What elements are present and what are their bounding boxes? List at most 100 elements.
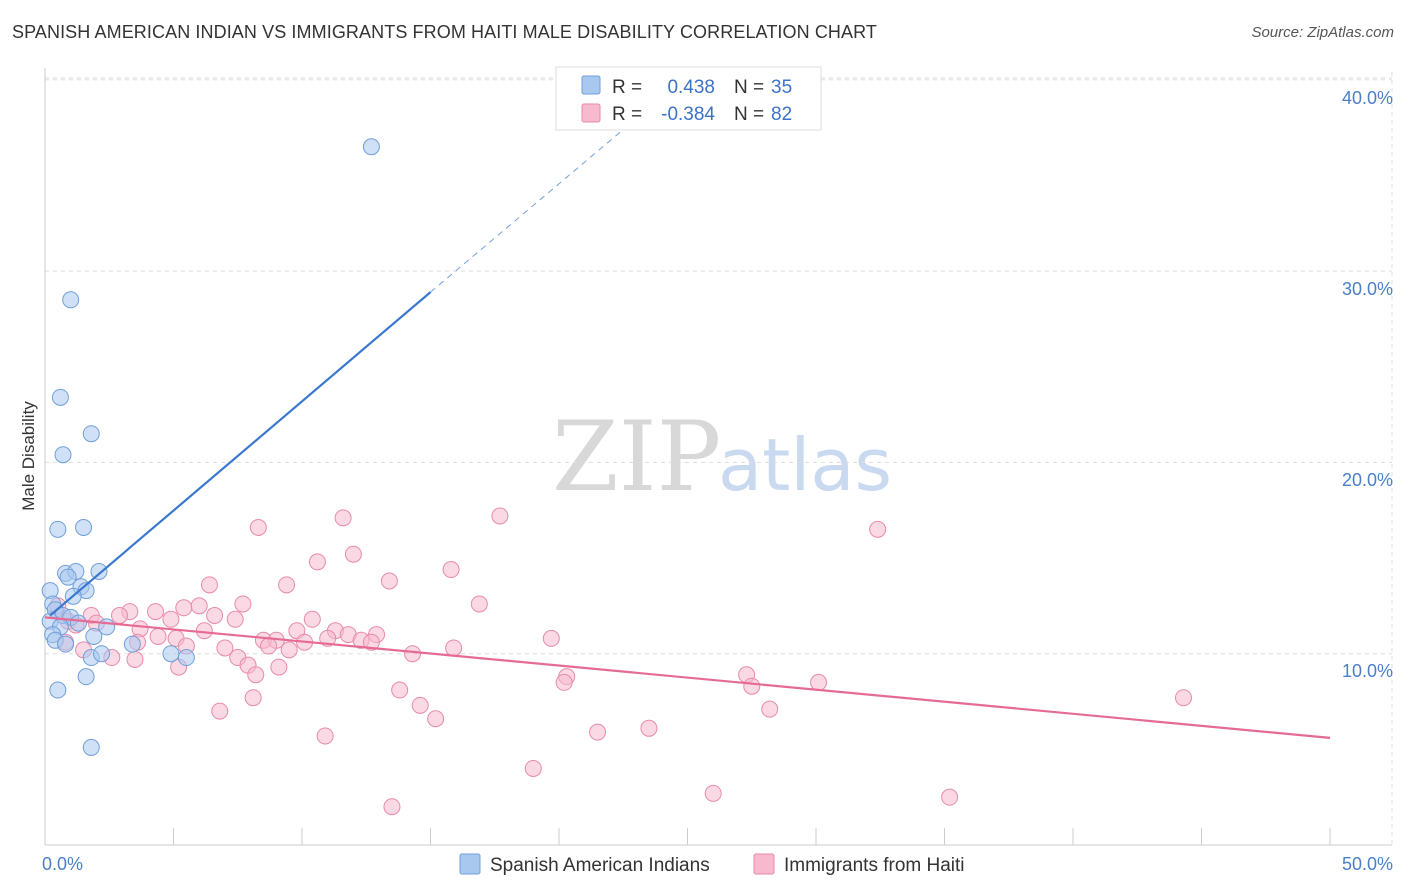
legend-entry-immigrants-from-haiti: Immigrants from Haiti — [784, 855, 965, 876]
haiti-point-5 — [308, 553, 326, 571]
x-tick-label-0: 0.0% — [42, 854, 83, 874]
spanish-american-point-6 — [75, 518, 93, 536]
haiti-point-74 — [941, 788, 959, 806]
legend-r-value-pink: -0.384 — [661, 104, 715, 125]
haiti-point-21 — [303, 610, 321, 628]
spanish-american-indians-points — [41, 138, 380, 756]
legend-swatch-pink — [581, 103, 601, 123]
series-legend: Spanish American Indians Immigrants from… — [459, 853, 965, 876]
haiti-point-1 — [491, 507, 509, 525]
haiti-point-44 — [260, 637, 278, 655]
bottom-legend-swatch-pink — [753, 853, 775, 875]
haiti-point-64 — [411, 696, 429, 714]
haiti-point-73 — [704, 784, 722, 802]
spanish-american-point-32 — [77, 668, 95, 686]
haiti-point-13 — [147, 603, 165, 621]
haiti-point-8 — [278, 576, 296, 594]
spanish-american-point-24 — [85, 627, 103, 645]
haiti-point-32 — [149, 627, 167, 645]
haiti-point-60 — [743, 677, 761, 695]
spanish-american-point-33 — [49, 681, 67, 699]
y-tick-label-10: 10.0% — [1342, 661, 1393, 681]
haiti-point-48 — [542, 629, 560, 647]
spanish-american-point-2 — [51, 388, 69, 406]
legend-swatch-blue — [581, 75, 601, 95]
spanish-american-point-0 — [362, 138, 380, 156]
y-tick-label-40: 40.0% — [1342, 88, 1393, 108]
haiti-point-68 — [427, 710, 445, 728]
haiti-point-66 — [1175, 689, 1193, 707]
haiti-point-75 — [383, 798, 401, 816]
haiti-point-17 — [470, 595, 488, 613]
haiti-point-0 — [334, 509, 352, 527]
haiti-point-56 — [247, 666, 265, 684]
haiti-point-67 — [211, 702, 229, 720]
haiti-point-72 — [524, 759, 542, 777]
legend-n-value-pink: 82 — [771, 104, 792, 125]
spanish-american-point-29 — [93, 645, 111, 663]
haiti-point-20 — [226, 610, 244, 628]
legend-r-label-blue: R = — [612, 77, 642, 98]
haiti-point-70 — [640, 719, 658, 737]
haiti-point-4 — [344, 545, 362, 563]
legend-entry-spanish-american-indians: Spanish American Indians — [490, 855, 710, 876]
trend-lines — [44, 96, 1331, 739]
haiti-point-46 — [404, 645, 422, 663]
haiti-point-14 — [175, 599, 193, 617]
grid-lines — [45, 72, 1393, 845]
trend-line-spanish-american-indians — [49, 291, 432, 617]
spanish-american-point-30 — [162, 645, 180, 663]
haiti-point-69 — [589, 723, 607, 741]
legend-n-label-pink: N = — [734, 104, 764, 125]
haiti-point-51 — [126, 650, 144, 668]
bottom-legend-swatch-blue — [459, 853, 481, 875]
y-tick-label-30: 30.0% — [1342, 279, 1393, 299]
spanish-american-point-3 — [82, 425, 100, 443]
spanish-american-point-21 — [69, 614, 87, 632]
haiti-point-12 — [111, 606, 129, 624]
haiti-point-19 — [206, 606, 224, 624]
spanish-american-point-10 — [90, 562, 108, 580]
haiti-point-39 — [362, 633, 380, 651]
spanish-american-point-4 — [54, 446, 72, 464]
haiti-point-43 — [216, 639, 234, 657]
haiti-point-6 — [442, 561, 460, 579]
haiti-point-58 — [555, 673, 573, 691]
haiti-point-22 — [162, 610, 180, 628]
haiti-point-3 — [869, 520, 887, 538]
spanish-american-point-9 — [59, 568, 77, 586]
haiti-point-2 — [249, 518, 267, 536]
source-credit: Source: ZipAtlas.com — [1251, 24, 1394, 41]
haiti-point-15 — [190, 597, 208, 615]
immigrants-from-haiti-points — [49, 507, 1193, 816]
haiti-point-54 — [270, 658, 288, 676]
spanish-american-point-31 — [177, 649, 195, 667]
spanish-american-point-26 — [57, 635, 75, 653]
haiti-point-61 — [810, 673, 828, 691]
axes — [44, 68, 1392, 846]
haiti-point-45 — [280, 641, 298, 659]
y-axis-label: Male Disability — [19, 401, 38, 511]
haiti-point-9 — [380, 572, 398, 590]
correlation-legend: R = 0.438 N = 35 R = -0.384 N = 82 — [555, 66, 822, 131]
spanish-american-point-34 — [82, 738, 100, 756]
haiti-point-65 — [761, 700, 779, 718]
haiti-point-7 — [200, 576, 218, 594]
y-tick-label-20: 20.0% — [1342, 470, 1393, 490]
haiti-point-63 — [244, 689, 262, 707]
haiti-point-47 — [445, 639, 463, 657]
spanish-american-point-1 — [62, 291, 80, 309]
watermark-atlas: atlas — [718, 423, 892, 507]
trend-line-immigrants-from-haiti — [44, 616, 1331, 739]
spanish-american-point-27 — [123, 635, 141, 653]
haiti-point-16 — [234, 595, 252, 613]
haiti-point-62 — [391, 681, 409, 699]
legend-r-label-pink: R = — [612, 104, 642, 125]
spanish-american-point-5 — [49, 520, 67, 538]
watermark-zip: ZIP — [552, 401, 721, 513]
chart-title: SPANISH AMERICAN INDIAN VS IMMIGRANTS FR… — [12, 22, 877, 42]
haiti-point-71 — [316, 727, 334, 745]
legend-n-value-blue: 35 — [771, 77, 792, 98]
legend-r-value-blue: 0.438 — [667, 77, 715, 98]
